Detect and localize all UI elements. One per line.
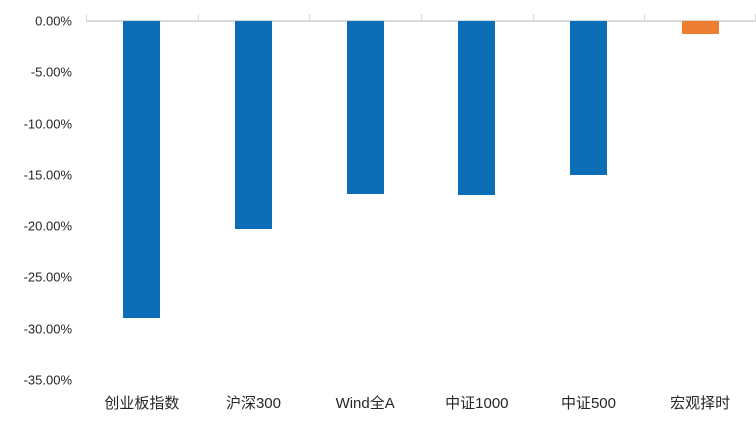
bar-6 bbox=[681, 21, 719, 35]
x-axis-tick bbox=[421, 14, 422, 20]
y-tick-label: 0.00% bbox=[35, 13, 72, 29]
x-axis-tick bbox=[86, 14, 87, 20]
x-axis-tick bbox=[644, 14, 645, 20]
y-tick-label: -20.00% bbox=[23, 218, 72, 234]
category-label: 创业板指数 bbox=[104, 395, 180, 412]
bar-4 bbox=[458, 21, 496, 196]
category-label: 中证500 bbox=[560, 395, 616, 412]
y-tick-label: -25.00% bbox=[23, 269, 72, 285]
y-tick-label: -5.00% bbox=[30, 64, 72, 80]
x-axis-tick bbox=[198, 14, 199, 20]
category-label: Wind全A bbox=[335, 395, 395, 412]
bar-3 bbox=[346, 21, 384, 195]
category-label: 沪深300 bbox=[225, 395, 281, 412]
x-axis-tick bbox=[309, 14, 310, 20]
x-axis-line bbox=[86, 20, 756, 22]
bar-2 bbox=[235, 21, 272, 230]
y-tick-label: -10.00% bbox=[23, 116, 72, 132]
y-tick-label: -30.00% bbox=[23, 321, 72, 337]
y-tick-label: -15.00% bbox=[23, 167, 72, 183]
category-label: 中证1000 bbox=[445, 395, 509, 412]
x-axis-tick bbox=[533, 14, 534, 20]
y-tick-label: -35.00% bbox=[23, 372, 72, 388]
bar-1 bbox=[123, 21, 161, 319]
bar-5 bbox=[570, 21, 607, 175]
category-label: 宏观择时 bbox=[670, 395, 731, 412]
